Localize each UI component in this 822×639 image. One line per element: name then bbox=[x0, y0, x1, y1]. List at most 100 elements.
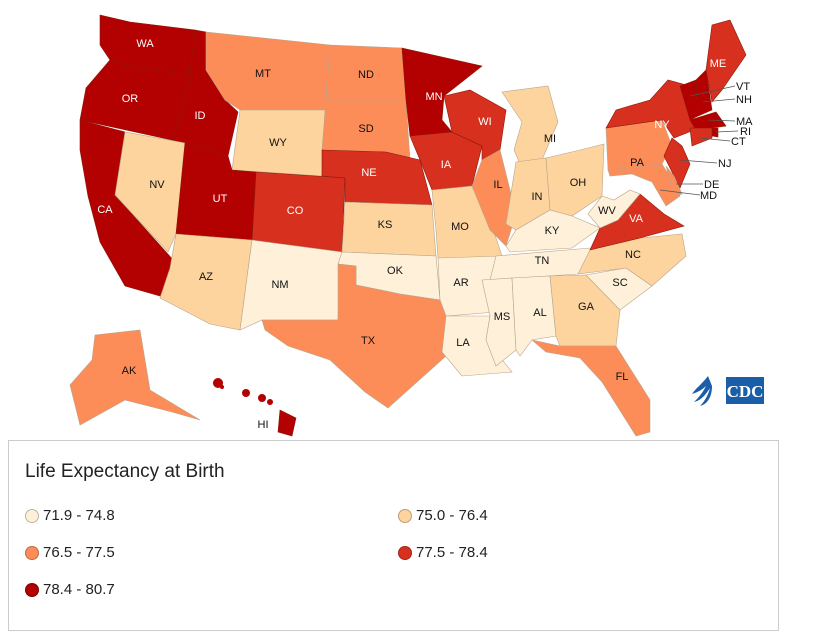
state-label-la: LA bbox=[456, 337, 470, 349]
state-hi[interactable] bbox=[277, 409, 297, 437]
state-label-ks: KS bbox=[378, 219, 393, 231]
state-label-wv: WV bbox=[598, 205, 616, 217]
cdc-logo-text: CDC bbox=[727, 382, 764, 401]
state-label-va: VA bbox=[629, 213, 644, 225]
legend: Life Expectancy at Birth 71.9 - 74.8 75.… bbox=[8, 440, 779, 631]
state-label-co: CO bbox=[287, 205, 304, 217]
state-label-vt: VT bbox=[736, 81, 750, 93]
legend-label: 77.5 - 78.4 bbox=[416, 544, 488, 561]
state-label-tn: TN bbox=[535, 255, 550, 267]
state-label-mi: MI bbox=[544, 133, 556, 145]
legend-swatch bbox=[25, 508, 39, 523]
state-label-ms: MS bbox=[494, 311, 511, 323]
legend-label: 76.5 - 77.5 bbox=[43, 544, 115, 561]
callout-line-nh bbox=[702, 98, 736, 103]
state-label-ca: CA bbox=[97, 204, 113, 216]
state-label-mt: MT bbox=[255, 68, 271, 80]
state-label-nc: NC bbox=[625, 249, 641, 261]
state-label-nm: NM bbox=[271, 279, 288, 291]
state-hi-island[interactable] bbox=[267, 399, 273, 405]
legend-swatch bbox=[398, 545, 412, 560]
legend-title: Life Expectancy at Birth bbox=[25, 461, 225, 482]
legend-swatch bbox=[398, 508, 412, 523]
state-label-wy: WY bbox=[269, 137, 287, 149]
callout-line-ri bbox=[715, 130, 739, 133]
state-label-ia: IA bbox=[441, 159, 452, 171]
state-label-mn: MN bbox=[425, 91, 442, 103]
state-fl[interactable] bbox=[531, 339, 651, 437]
state-label-oh: OH bbox=[570, 177, 587, 189]
callout-line-ma bbox=[707, 119, 736, 122]
state-label-md: MD bbox=[700, 190, 717, 202]
state-label-pa: PA bbox=[630, 157, 645, 169]
state-ky[interactable] bbox=[505, 209, 601, 253]
state-hi-island[interactable] bbox=[213, 378, 223, 388]
state-label-ar: AR bbox=[453, 277, 468, 289]
legend-swatch bbox=[25, 545, 39, 560]
state-hi-island[interactable] bbox=[220, 385, 224, 389]
legend-item-bin-1: 71.9 - 74.8 bbox=[25, 507, 115, 524]
state-label-mo: MO bbox=[451, 221, 469, 233]
state-label-nv: NV bbox=[149, 179, 165, 191]
state-mi[interactable] bbox=[501, 85, 559, 165]
state-label-ga: GA bbox=[578, 301, 595, 313]
legend-swatch bbox=[25, 582, 39, 597]
state-mn[interactable] bbox=[401, 47, 483, 137]
callout-line-md bbox=[659, 189, 701, 196]
state-ct[interactable] bbox=[689, 127, 713, 147]
state-hi-island[interactable] bbox=[242, 389, 250, 397]
state-nc[interactable] bbox=[577, 233, 687, 287]
state-wv[interactable] bbox=[587, 189, 641, 229]
state-label-hi: HI bbox=[258, 419, 269, 431]
state-md[interactable] bbox=[607, 163, 681, 207]
state-label-or: OR bbox=[122, 93, 139, 105]
state-label-ky: KY bbox=[545, 225, 560, 237]
legend-label: 71.9 - 74.8 bbox=[43, 507, 115, 524]
state-label-wa: WA bbox=[136, 38, 154, 50]
state-label-il: IL bbox=[493, 179, 502, 191]
state-nm[interactable] bbox=[239, 239, 343, 331]
state-label-az: AZ bbox=[199, 271, 213, 283]
state-label-in: IN bbox=[532, 191, 543, 203]
choropleth-map: WA OR CA ID NV MT WY UT AZ CO NM ND SD NE KS OK TX MN IA MO… bbox=[69, 14, 753, 437]
state-label-de: DE bbox=[704, 179, 719, 191]
callout-line-nj bbox=[679, 159, 718, 164]
callout-line-ct bbox=[699, 137, 731, 142]
state-label-nh: NH bbox=[736, 94, 752, 106]
state-tx[interactable] bbox=[261, 263, 451, 409]
cdc-logo: CDC bbox=[688, 372, 768, 408]
state-ma[interactable] bbox=[689, 111, 727, 131]
state-label-ct: CT bbox=[731, 136, 746, 148]
legend-item-bin-4: 77.5 - 78.4 bbox=[398, 544, 488, 561]
state-label-wi: WI bbox=[478, 116, 491, 128]
state-label-sd: SD bbox=[358, 123, 373, 135]
state-label-me: ME bbox=[710, 58, 727, 70]
state-label-ok: OK bbox=[387, 265, 404, 277]
state-label-ut: UT bbox=[213, 193, 228, 205]
state-nj[interactable] bbox=[663, 137, 691, 189]
state-label-fl: FL bbox=[616, 371, 629, 383]
state-hi-island[interactable] bbox=[258, 394, 266, 402]
state-me[interactable] bbox=[705, 19, 747, 103]
state-de[interactable] bbox=[665, 165, 683, 197]
legend-item-bin-3: 76.5 - 77.5 bbox=[25, 544, 115, 561]
state-nv[interactable] bbox=[114, 131, 186, 253]
state-ak[interactable] bbox=[69, 329, 201, 426]
state-ri[interactable] bbox=[711, 127, 719, 138]
legend-item-bin-2: 75.0 - 76.4 bbox=[398, 507, 488, 524]
state-label-al: AL bbox=[533, 307, 546, 319]
state-label-ma: MA bbox=[736, 116, 753, 128]
legend-label: 78.4 - 80.7 bbox=[43, 581, 115, 598]
legend-label: 75.0 - 76.4 bbox=[416, 507, 488, 524]
callout-line-vt bbox=[689, 85, 736, 97]
state-label-ak: AK bbox=[122, 365, 137, 377]
state-label-nd: ND bbox=[358, 69, 374, 81]
state-label-sc: SC bbox=[612, 277, 627, 289]
state-ar[interactable] bbox=[437, 255, 503, 317]
state-label-ne: NE bbox=[361, 167, 376, 179]
legend-item-bin-5: 78.4 - 80.7 bbox=[25, 581, 115, 598]
state-label-ny: NY bbox=[654, 119, 670, 131]
state-label-nj: NJ bbox=[718, 158, 731, 170]
state-label-tx: TX bbox=[361, 335, 376, 347]
state-label-id: ID bbox=[195, 110, 206, 122]
